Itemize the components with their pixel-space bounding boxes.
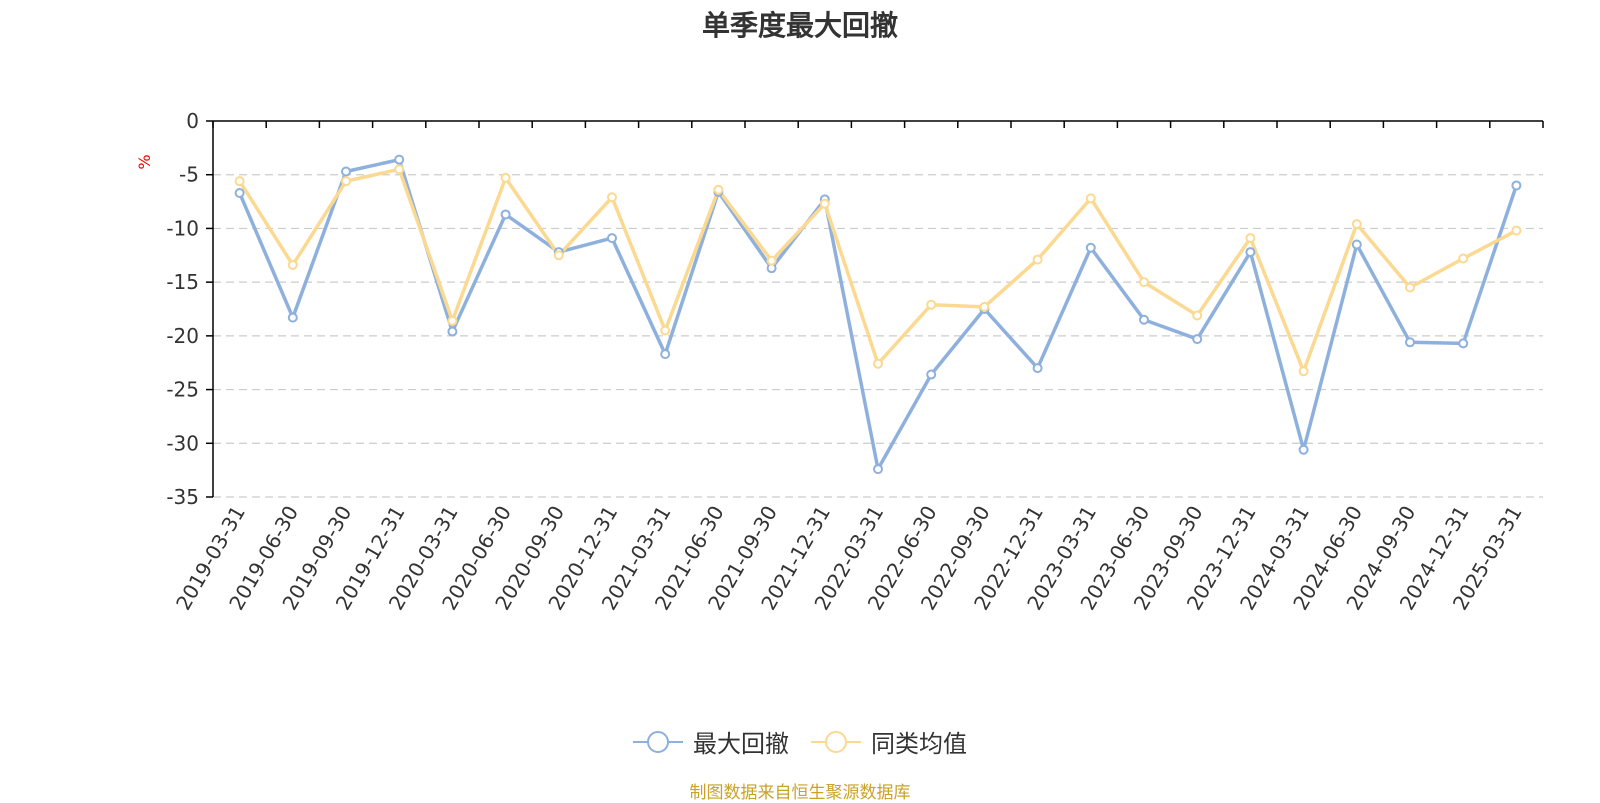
data-point bbox=[1405, 337, 1415, 348]
data-point bbox=[447, 326, 458, 337]
data-point bbox=[979, 301, 990, 312]
legend-marker-icon bbox=[633, 730, 683, 753]
y-tick-labels: 0 -5 -10 -15 -20 -25 -30 -35 bbox=[166, 109, 199, 509]
data-point bbox=[1139, 314, 1149, 325]
data-point bbox=[1032, 254, 1043, 265]
legend-marker-icon bbox=[811, 730, 861, 753]
data-point bbox=[1245, 233, 1256, 244]
data-point bbox=[394, 154, 405, 165]
series-lines bbox=[234, 154, 1522, 475]
data-point bbox=[447, 315, 458, 326]
y-tick-label: -25 bbox=[166, 378, 199, 402]
x-tick-labels: 2019-03-312019-06-302019-09-302019-12-31… bbox=[171, 501, 1527, 614]
data-point bbox=[1139, 277, 1149, 288]
legend-item-peer-average[interactable]: 同类均值 bbox=[811, 724, 967, 759]
y-tick-label: -30 bbox=[166, 431, 199, 455]
legend-item-max-drawdown[interactable]: 最大回撤 bbox=[633, 724, 789, 759]
data-point bbox=[1351, 219, 1362, 230]
data-point bbox=[341, 166, 351, 177]
axes bbox=[206, 120, 1544, 498]
y-tick-label: -15 bbox=[166, 270, 199, 294]
grid-lines bbox=[213, 174, 1543, 498]
data-point bbox=[500, 209, 511, 220]
data-point bbox=[1458, 338, 1469, 349]
y-tick-label: 0 bbox=[186, 109, 199, 133]
y-tick-label: -35 bbox=[166, 485, 199, 509]
legend-label: 最大回撤 bbox=[693, 730, 789, 758]
data-point bbox=[660, 349, 671, 360]
data-point bbox=[607, 233, 617, 244]
data-point bbox=[1511, 180, 1522, 191]
source-note: 制图数据来自恒生聚源数据库 bbox=[689, 783, 911, 803]
legend: 最大回撤 同类均值 bbox=[0, 724, 1600, 759]
data-point bbox=[873, 358, 883, 369]
data-point bbox=[766, 255, 777, 266]
chart-title: 单季度最大回撤 bbox=[701, 9, 898, 42]
data-point bbox=[1405, 282, 1415, 293]
data-point bbox=[1085, 193, 1096, 204]
data-point bbox=[1298, 366, 1309, 377]
data-point bbox=[1085, 242, 1096, 253]
data-point bbox=[394, 164, 405, 175]
y-tick-label: -10 bbox=[166, 216, 199, 240]
data-point bbox=[607, 192, 617, 203]
data-point bbox=[1351, 239, 1362, 250]
data-point bbox=[341, 176, 351, 187]
data-point bbox=[660, 325, 671, 336]
data-point bbox=[1192, 310, 1203, 321]
data-point bbox=[713, 184, 724, 195]
data-point bbox=[287, 259, 298, 270]
data-point bbox=[553, 250, 564, 261]
data-point bbox=[819, 198, 830, 209]
data-point bbox=[500, 172, 511, 183]
data-point bbox=[234, 176, 245, 187]
data-point bbox=[873, 464, 883, 475]
data-point bbox=[926, 369, 937, 380]
data-point bbox=[1298, 444, 1309, 455]
data-point bbox=[1032, 363, 1043, 374]
data-point bbox=[1245, 247, 1256, 258]
data-point bbox=[234, 187, 245, 198]
y-tick-label: -20 bbox=[166, 324, 199, 348]
legend-label: 同类均值 bbox=[871, 730, 967, 758]
data-point bbox=[926, 299, 937, 310]
data-point bbox=[1192, 334, 1203, 345]
data-point bbox=[1458, 253, 1469, 264]
data-point bbox=[287, 312, 298, 323]
y-axis-unit-label: % bbox=[135, 154, 154, 169]
series-line bbox=[238, 167, 1518, 374]
data-point bbox=[1511, 225, 1522, 236]
y-tick-label: -5 bbox=[179, 163, 199, 187]
